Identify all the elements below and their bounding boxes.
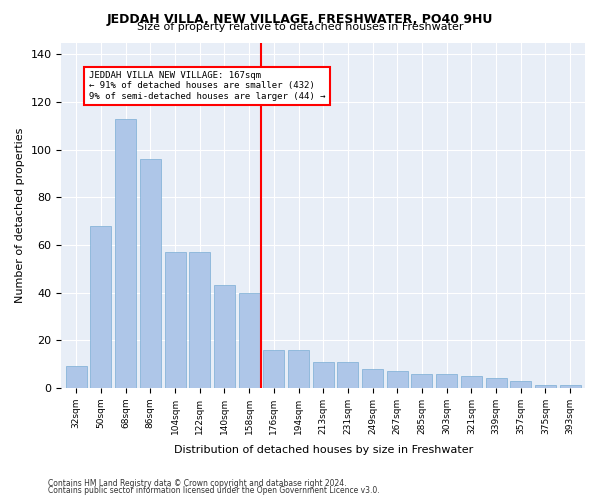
Bar <box>461 376 482 388</box>
Bar <box>387 371 408 388</box>
Text: Contains HM Land Registry data © Crown copyright and database right 2024.: Contains HM Land Registry data © Crown c… <box>48 478 347 488</box>
Bar <box>313 362 334 388</box>
Bar <box>115 118 136 388</box>
Bar <box>535 386 556 388</box>
Bar <box>164 252 185 388</box>
Bar <box>189 252 210 388</box>
Bar <box>214 286 235 388</box>
Bar <box>560 386 581 388</box>
Bar <box>140 159 161 388</box>
X-axis label: Distribution of detached houses by size in Freshwater: Distribution of detached houses by size … <box>173 445 473 455</box>
Text: Size of property relative to detached houses in Freshwater: Size of property relative to detached ho… <box>137 22 463 32</box>
Bar <box>263 350 284 388</box>
Bar <box>412 374 433 388</box>
Bar <box>510 380 531 388</box>
Text: Contains public sector information licensed under the Open Government Licence v3: Contains public sector information licen… <box>48 486 380 495</box>
Bar <box>485 378 506 388</box>
Bar <box>288 350 309 388</box>
Bar <box>436 374 457 388</box>
Text: JEDDAH VILLA, NEW VILLAGE, FRESHWATER, PO40 9HU: JEDDAH VILLA, NEW VILLAGE, FRESHWATER, P… <box>107 12 493 26</box>
Bar <box>362 368 383 388</box>
Bar <box>91 226 112 388</box>
Bar <box>337 362 358 388</box>
Bar <box>239 292 260 388</box>
Y-axis label: Number of detached properties: Number of detached properties <box>15 128 25 303</box>
Bar <box>66 366 87 388</box>
Text: JEDDAH VILLA NEW VILLAGE: 167sqm
← 91% of detached houses are smaller (432)
9% o: JEDDAH VILLA NEW VILLAGE: 167sqm ← 91% o… <box>89 71 325 101</box>
